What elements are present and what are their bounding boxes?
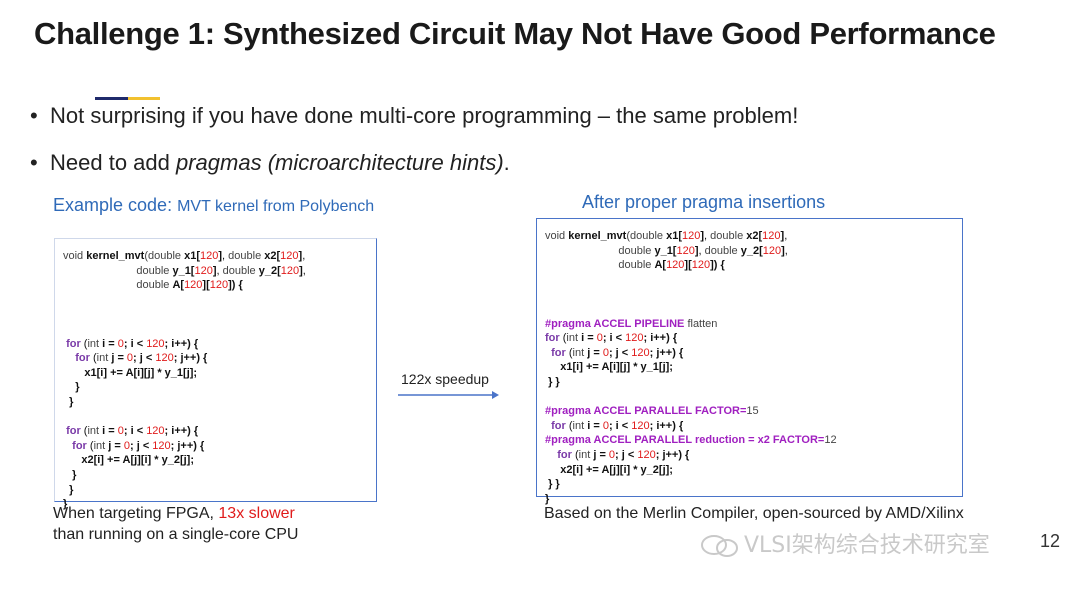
bullet-2-italic: pragmas (microarchitecture hints) bbox=[175, 150, 504, 175]
watermark-text: VLSI架构综合技术研究室 bbox=[744, 533, 990, 558]
left-footer: When targeting FPGA, 13x slower than run… bbox=[53, 503, 298, 545]
bullet-dot-icon: • bbox=[30, 103, 38, 128]
bullet-1: • Not surprising if you have done multi-c… bbox=[30, 103, 798, 129]
slide-title: Challenge 1: Synthesized Circuit May Not… bbox=[34, 16, 996, 51]
bullet-2: • Need to add pragmas (microarchitecture … bbox=[30, 150, 510, 176]
bullet-dot-icon: • bbox=[30, 150, 38, 175]
slowdown-highlight: 13x slower bbox=[218, 505, 295, 522]
left-caption-small: MVT kernel from Polybench bbox=[177, 198, 375, 215]
right-footer: Based on the Merlin Compiler, open-sourc… bbox=[544, 505, 964, 522]
left-footer-line2: than running on a single-core CPU bbox=[53, 526, 299, 543]
watermark: VLSI架构综合技术研究室 bbox=[700, 527, 990, 559]
title-accent-gold bbox=[128, 97, 160, 100]
bullet-1-text: Not surprising if you have done multi-co… bbox=[50, 103, 799, 128]
wechat-icon bbox=[701, 535, 738, 557]
speedup-label: 122x speedup bbox=[401, 371, 489, 387]
left-caption: Example code: MVT kernel from Polybench bbox=[53, 195, 374, 216]
left-caption-main: Example code: bbox=[53, 195, 178, 215]
bullet-2-prefix: Need to add bbox=[50, 150, 176, 175]
title-accent-navy bbox=[95, 97, 128, 100]
page-number: 12 bbox=[1040, 531, 1061, 551]
optimized-code-box: void kernel_mvt(double x1[120], double x… bbox=[536, 218, 963, 505]
original-code-listing: void kernel_mvt(double x1[120], double x… bbox=[63, 250, 306, 511]
left-footer-prefix: When targeting FPGA, bbox=[53, 505, 219, 522]
original-code-box: void kernel_mvt(double x1[120], double x… bbox=[54, 238, 377, 510]
bullet-2-suffix: . bbox=[503, 150, 510, 175]
right-arrow-icon bbox=[398, 391, 499, 399]
right-caption: After proper pragma insertions bbox=[582, 192, 826, 212]
optimized-code-listing: void kernel_mvt(double x1[120], double x… bbox=[545, 230, 837, 505]
